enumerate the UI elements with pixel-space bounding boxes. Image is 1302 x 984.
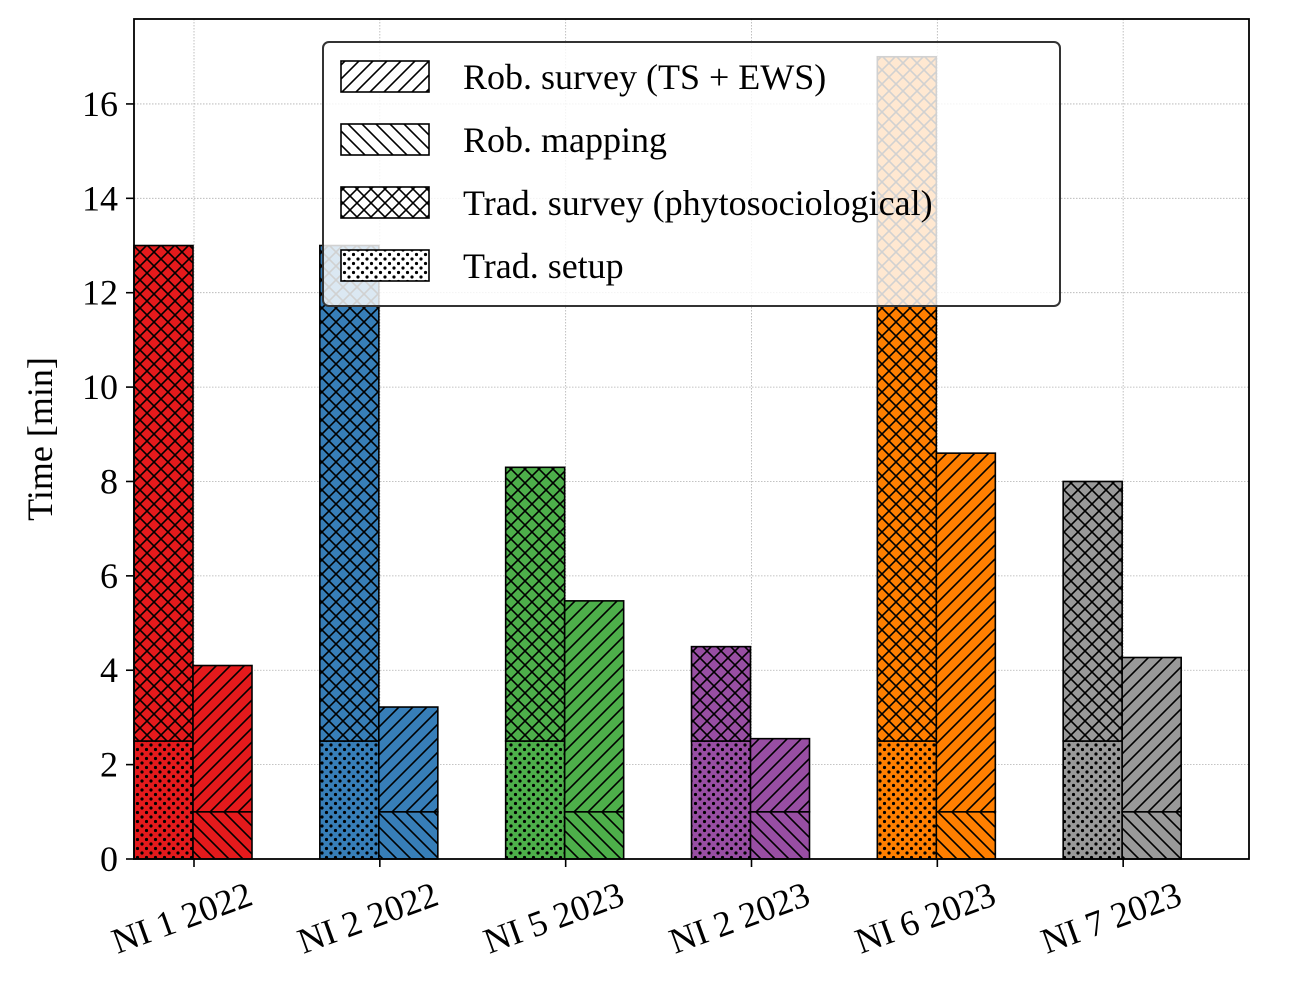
legend-frame [322, 41, 1061, 307]
x-tick-label: NI 2 2023 [664, 874, 815, 962]
bars [133, 55, 1182, 860]
x-axis: NI 1 2022 NI 2 2022 NI 5 2023 NI 2 2023 NI 6… [106, 859, 1187, 962]
bar-rob-mapping [192, 811, 253, 860]
bar-trad-setup [504, 740, 566, 860]
legend-swatch [340, 186, 430, 219]
bar-rob-survey [749, 737, 811, 813]
bar-trad-survey [690, 645, 752, 742]
bar-trad-survey [133, 244, 194, 742]
y-tick-label: 10 [82, 367, 118, 407]
plot-frame [133, 18, 1250, 860]
legend-label: Rob. mapping [463, 120, 667, 160]
bar-trad-survey [319, 244, 380, 742]
bar-rob-mapping [935, 811, 997, 860]
legend-item: Rob. survey (TS + EWS) [340, 57, 826, 97]
bar-trad-setup [319, 740, 380, 860]
bar-rob-mapping [563, 811, 625, 860]
bar-rob-survey [935, 452, 997, 813]
legend-label: Trad. survey (phytosociological) [463, 183, 933, 223]
bar-rob-mapping [378, 811, 439, 860]
bar-rob-mapping [749, 811, 811, 860]
legend-swatch [340, 60, 430, 93]
x-tick-label: NI 7 2023 [1036, 874, 1187, 962]
y-tick-label: 2 [100, 745, 118, 785]
x-tick-label: NI 2 2022 [292, 874, 443, 962]
x-tick-label: NI 1 2022 [106, 874, 257, 962]
legend-label: Trad. setup [463, 246, 624, 286]
y-axis-label: Time [min] [20, 357, 60, 521]
bar-trad-setup [133, 740, 194, 860]
legend: Rob. survey (TS + EWS) Rob. mapping Trad. … [322, 41, 1061, 307]
y-axis: 0 2 4 6 8 10 12 14 16 [82, 84, 134, 879]
legend-swatch [340, 249, 430, 282]
bar-rob-survey [563, 600, 625, 813]
y-tick-label: 14 [82, 178, 118, 218]
bar-trad-setup [690, 740, 752, 860]
y-tick-label: 8 [100, 461, 118, 501]
bar-trad-setup [1062, 740, 1123, 860]
bar-trad-survey [504, 466, 566, 742]
y-tick-label: 16 [82, 84, 118, 124]
legend-swatch [340, 123, 430, 156]
bar-trad-setup [876, 740, 938, 860]
legend-item: Rob. mapping [340, 120, 667, 160]
legend-label: Rob. survey (TS + EWS) [463, 57, 826, 97]
legend-item: Trad. setup [340, 246, 624, 286]
bar-rob-mapping [1121, 811, 1182, 860]
y-tick-label: 6 [100, 556, 118, 596]
bar-rob-survey [378, 706, 439, 813]
y-tick-label: 12 [82, 273, 118, 313]
y-tick-label: 0 [100, 839, 118, 879]
x-tick-label: NI 6 2023 [850, 874, 1001, 962]
bar-rob-survey [1121, 656, 1182, 813]
x-tick-label: NI 5 2023 [478, 874, 629, 962]
legend-item: Trad. survey (phytosociological) [340, 183, 933, 223]
bar-rob-survey [192, 664, 253, 813]
bar-trad-survey [1062, 480, 1123, 742]
y-tick-label: 4 [100, 650, 118, 690]
